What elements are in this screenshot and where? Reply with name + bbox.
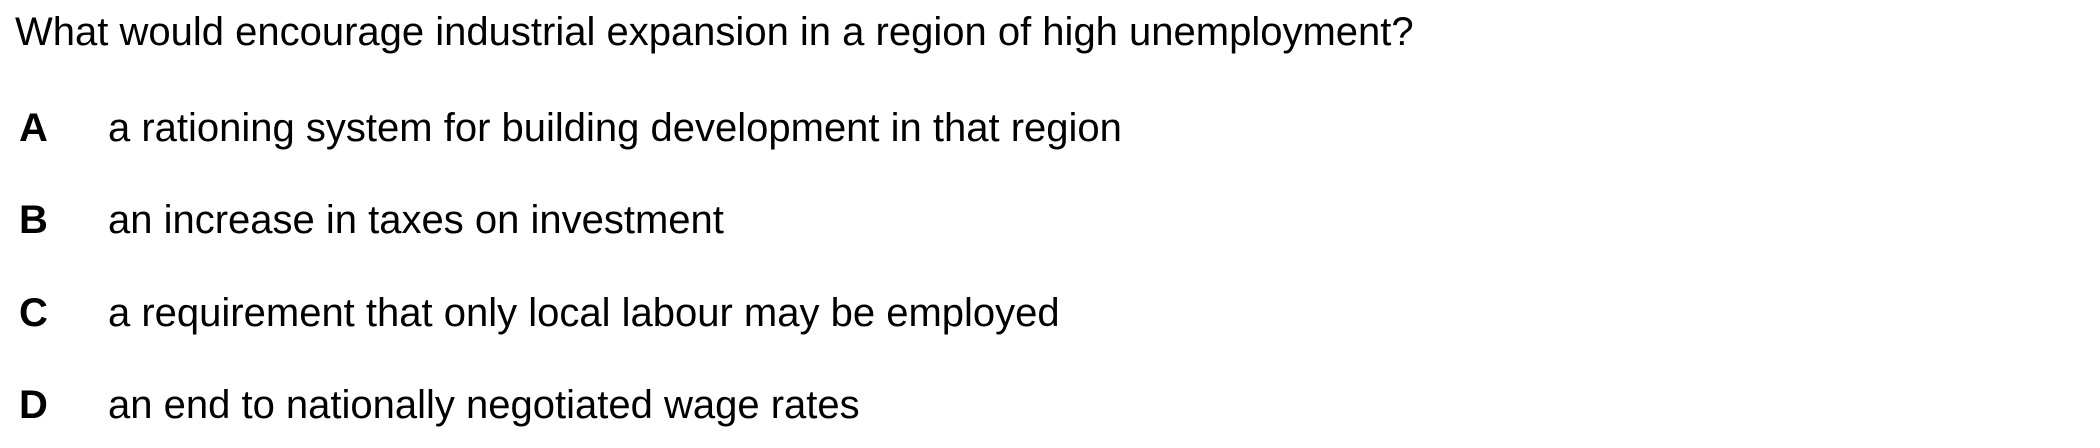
answer-option-b: B an increase in taxes on investment <box>15 196 2075 244</box>
option-text: an end to nationally negotiated wage rat… <box>108 383 860 427</box>
answer-option-d: D an end to nationally negotiated wage r… <box>15 381 2075 429</box>
option-text: a rationing system for building developm… <box>108 106 1122 150</box>
option-text: a requirement that only local labour may… <box>108 291 1060 335</box>
question-text: What would encourage industrial expansio… <box>15 10 1414 54</box>
answer-option-a: A a rationing system for building develo… <box>15 104 2075 152</box>
option-letter: D <box>19 383 48 427</box>
option-text: an increase in taxes on investment <box>108 198 724 242</box>
option-letter: C <box>19 291 48 335</box>
answer-option-c: C a requirement that only local labour m… <box>15 289 2075 337</box>
option-letter: B <box>19 198 48 242</box>
option-letter: A <box>19 106 48 150</box>
